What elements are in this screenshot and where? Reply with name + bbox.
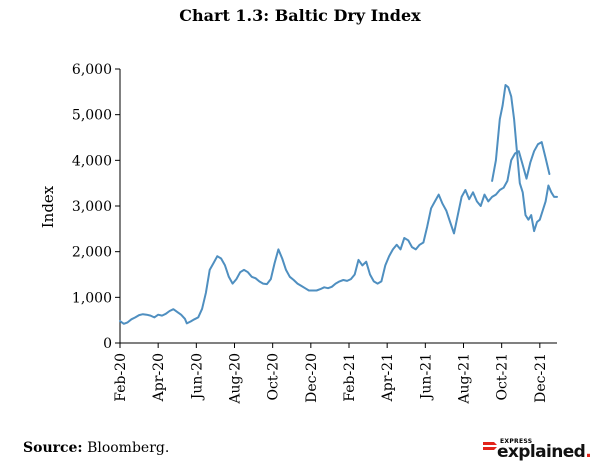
y-axis-label: Index [39,185,57,228]
x-tick-label: Jun-20 [189,353,205,401]
y-tick-label: 2,000 [72,245,112,261]
x-tick-label: Dec-21 [533,353,549,403]
series-group [119,84,558,325]
logo-explained-word: explained [497,442,586,462]
series-line-0 [119,141,551,325]
y-axis: 0 1,000 2,000 3,000 4,000 5,000 6,000 [72,62,121,352]
x-tick-label: Apr-21 [380,353,396,402]
y-tick-label: 4,000 [72,153,112,169]
y-tick-label: 6,000 [72,62,112,78]
logo-explained-text: explained. [497,442,592,462]
source-label: Source: [23,440,83,456]
x-tick-label: Feb-21 [342,353,358,402]
series-line-1 [491,84,558,233]
x-tick-label: Feb-20 [113,353,129,402]
y-tick-label: 1,000 [72,290,112,306]
y-tick-label: 0 [103,336,112,352]
source-text: Bloomberg. [87,440,170,456]
source-line: Source: Bloomberg. [23,440,169,456]
x-tick-label: Oct-20 [266,353,282,401]
x-axis: Feb-20 Apr-20 Jun-20 Aug-20 Oct-20 Dec-20 Feb-… [113,342,557,405]
x-tick-label: Aug-21 [456,353,472,405]
x-tick-label: Aug-20 [227,353,243,405]
logo-express-text: EXPRESS [500,438,533,445]
chart-title: Chart 1.3: Baltic Dry Index [179,6,421,25]
express-explained-logo: EXPRESS explained. [483,438,592,464]
x-tick-label: Apr-20 [151,353,167,402]
y-tick-label: 5,000 [72,108,112,124]
x-tick-label: Oct-21 [495,353,511,401]
logo-stripes-icon [483,442,497,450]
y-tick-label: 3,000 [72,199,112,215]
logo-dot: . [585,442,592,462]
x-tick-label: Dec-20 [304,353,320,403]
x-tick-label: Jun-21 [418,353,434,401]
